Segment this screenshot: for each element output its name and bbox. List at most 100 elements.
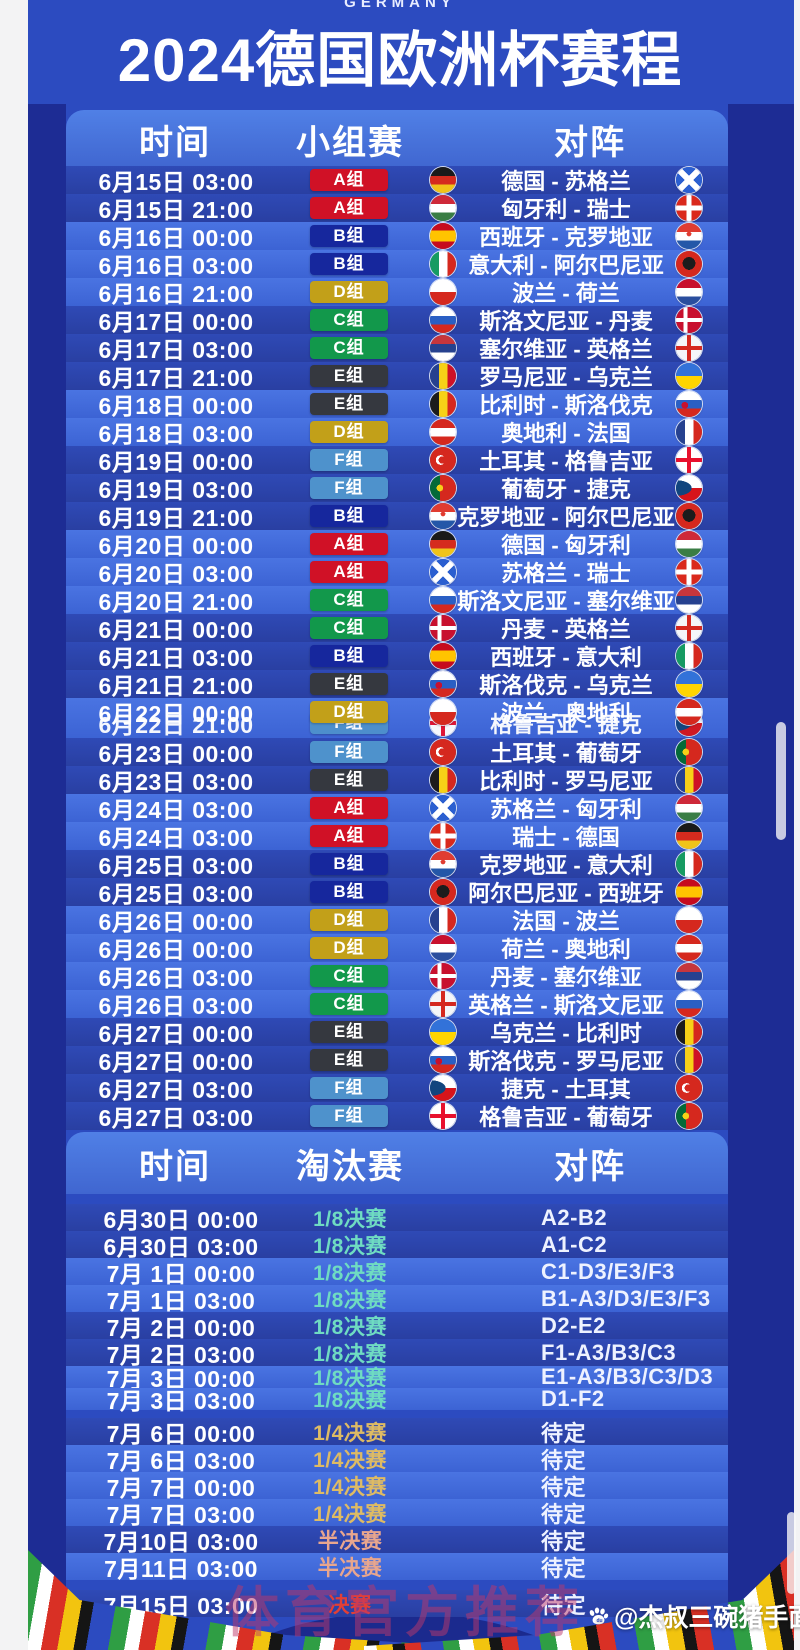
home-flag-ge-icon (430, 1103, 456, 1129)
matchup-text: 克罗地亚 - 阿尔巴尼亚 (457, 505, 675, 530)
header-time: 时间 (139, 123, 211, 162)
matchup-text: 葡萄牙 - 捷克 (501, 477, 631, 502)
group-badge: C组 (310, 965, 388, 987)
away-flag-al-icon (676, 503, 702, 529)
away-flag-it-icon (676, 643, 702, 669)
match-row: 6月16日 21:00 D组 波兰 - 荷兰 (66, 278, 728, 307)
header-matchup: 对阵 (554, 1147, 626, 1186)
knockout-row: 7月 3日 00:00 1/8决赛 E1-A3/B3/C3/D3 (66, 1364, 728, 1392)
home-flag-be-icon (430, 767, 456, 793)
matchup-cell: 土耳其 - 葡萄牙 (430, 739, 702, 766)
matchup-cell: 苏格兰 - 瑞士 (430, 559, 702, 586)
group-badge: A组 (310, 561, 388, 583)
matchup-text: 斯洛文尼亚 - 丹麦 (479, 309, 653, 334)
round-cell: 1/4决赛 (313, 1421, 387, 1445)
time-cell: 7月 7日 03:00 (106, 1501, 256, 1528)
matchup-text: 苏格兰 - 匈牙利 (490, 797, 642, 822)
away-flag-nl-icon (676, 279, 702, 305)
group-badge: F组 (310, 449, 388, 471)
away-flag-tr-icon (676, 1075, 702, 1101)
result-cell: 待定 (541, 1555, 587, 1581)
time-cell: 7月10日 03:00 (103, 1528, 259, 1555)
matchup-cell: 塞尔维亚 - 英格兰 (430, 335, 702, 362)
match-row: 6月27日 03:00 F组 格鲁吉亚 - 葡萄牙 (66, 1102, 728, 1131)
knockout-row: 7月10日 03:00 半决赛 待定 (66, 1526, 728, 1555)
match-row: 6月15日 03:00 A组 德国 - 苏格兰 (66, 166, 728, 195)
matchup-text: 波兰 - 荷兰 (512, 281, 620, 306)
match-row: 6月23日 03:00 E组 比利时 - 罗马尼亚 (66, 766, 728, 795)
group-badge: D组 (310, 937, 388, 959)
round-cell: 1/8决赛 (313, 1261, 387, 1285)
away-flag-en-icon (676, 335, 702, 361)
result-cell: 待定 (541, 1592, 587, 1618)
group-badge: A组 (310, 197, 388, 219)
group-stage-table: 6月15日 03:00 A组 德国 - 苏格兰 6月15日 21:00 A组 匈牙利 - … (66, 166, 728, 1131)
scrollbar-thumb[interactable] (776, 722, 786, 840)
match-row: 6月16日 00:00 B组 西班牙 - 克罗地亚 (66, 222, 728, 251)
time-cell: 6月21日 00:00 (98, 617, 254, 643)
away-flag-fr-icon (676, 419, 702, 445)
time-cell: 6月17日 00:00 (98, 309, 254, 335)
knockout-row: 7月 6日 00:00 1/4决赛 待定 (66, 1418, 728, 1447)
time-cell: 6月27日 03:00 (98, 1105, 254, 1131)
knockout-row: 7月 7日 03:00 1/4决赛 待定 (66, 1499, 728, 1528)
time-cell: 6月17日 03:00 (98, 337, 254, 363)
result-cell: 待定 (541, 1420, 587, 1446)
watermark-text: 体育官方推荐 (225, 1583, 585, 1643)
matchup-cell: 瑞士 - 德国 (430, 823, 702, 850)
home-flag-es-icon (430, 643, 456, 669)
group-badge: C组 (310, 617, 388, 639)
match-row: 6月17日 00:00 C组 斯洛文尼亚 - 丹麦 (66, 306, 728, 335)
matchup-text: 土耳其 - 格鲁吉亚 (479, 449, 653, 474)
scrollbar-thumb-secondary[interactable] (787, 1512, 796, 1594)
matchup-text: 克罗地亚 - 意大利 (479, 853, 653, 878)
match-row: 6月21日 21:00 E组 斯洛伐克 - 乌克兰 (66, 670, 728, 699)
header-group-stage: 小组赛 (296, 123, 404, 162)
matchup-cell: 土耳其 - 格鲁吉亚 (430, 447, 702, 474)
knockout-row: 7月 6日 03:00 1/4决赛 待定 (66, 1445, 728, 1474)
result-cell: A1-C2 (541, 1231, 608, 1257)
round-cell: 半决赛 (317, 1529, 383, 1553)
home-flag-hu-icon (430, 195, 456, 221)
home-flag-ua-icon (430, 1019, 456, 1045)
time-cell: 6月23日 03:00 (98, 769, 254, 795)
left-gutter (28, 104, 66, 1650)
home-flag-at-icon (430, 419, 456, 445)
time-cell: 6月20日 00:00 (98, 533, 254, 559)
knockout-row: 7月 2日 00:00 1/8决赛 D2-E2 (66, 1312, 728, 1341)
matchup-text: 法国 - 波兰 (512, 909, 620, 934)
result-cell: 待定 (541, 1501, 587, 1527)
group-badge: E组 (310, 365, 388, 387)
matchup-text: 乌克兰 - 比利时 (490, 1021, 642, 1046)
time-cell: 6月24日 03:00 (98, 797, 254, 823)
matchup-text: 斯洛伐克 - 乌克兰 (479, 673, 653, 698)
away-flag-ge-icon (676, 447, 702, 473)
matchup-text: 瑞士 - 德国 (512, 825, 620, 850)
time-cell: 6月17日 21:00 (98, 365, 254, 391)
home-flag-rs-icon (430, 335, 456, 361)
group-badge: A组 (310, 797, 388, 819)
time-cell: 6月30日 03:00 (103, 1233, 259, 1260)
matchup-text: 荷兰 - 奥地利 (501, 937, 631, 962)
time-cell: 6月19日 21:00 (98, 505, 254, 531)
matchup-text: 斯洛文尼亚 - 塞尔维亚 (457, 589, 675, 614)
away-flag-hu-icon (676, 795, 702, 821)
group-badge: A组 (310, 825, 388, 847)
time-cell: 6月21日 03:00 (98, 645, 254, 671)
away-flag-es-icon (676, 879, 702, 905)
time-cell: 7月 3日 03:00 (106, 1388, 256, 1414)
match-row: 6月26日 00:00 D组 法国 - 波兰 (66, 906, 728, 935)
credit-handle: @杰叔三碗猪手面 (614, 1604, 800, 1632)
knockout-header: 时间 淘汰赛 对阵 (66, 1132, 728, 1194)
home-flag-en-icon (430, 991, 456, 1017)
match-row: 6月21日 00:00 C组 丹麦 - 英格兰 (66, 614, 728, 643)
group-badge: C组 (310, 309, 388, 331)
away-flag-pt-icon (676, 739, 702, 765)
group-badge: B组 (310, 225, 388, 247)
match-row: 6月24日 03:00 A组 瑞士 - 德国 (66, 822, 728, 851)
matchup-cell: 匈牙利 - 瑞士 (430, 195, 702, 222)
away-flag-rs-icon (676, 963, 702, 989)
group-badge: B组 (310, 645, 388, 667)
match-row: 6月25日 03:00 B组 克罗地亚 - 意大利 (66, 850, 728, 879)
